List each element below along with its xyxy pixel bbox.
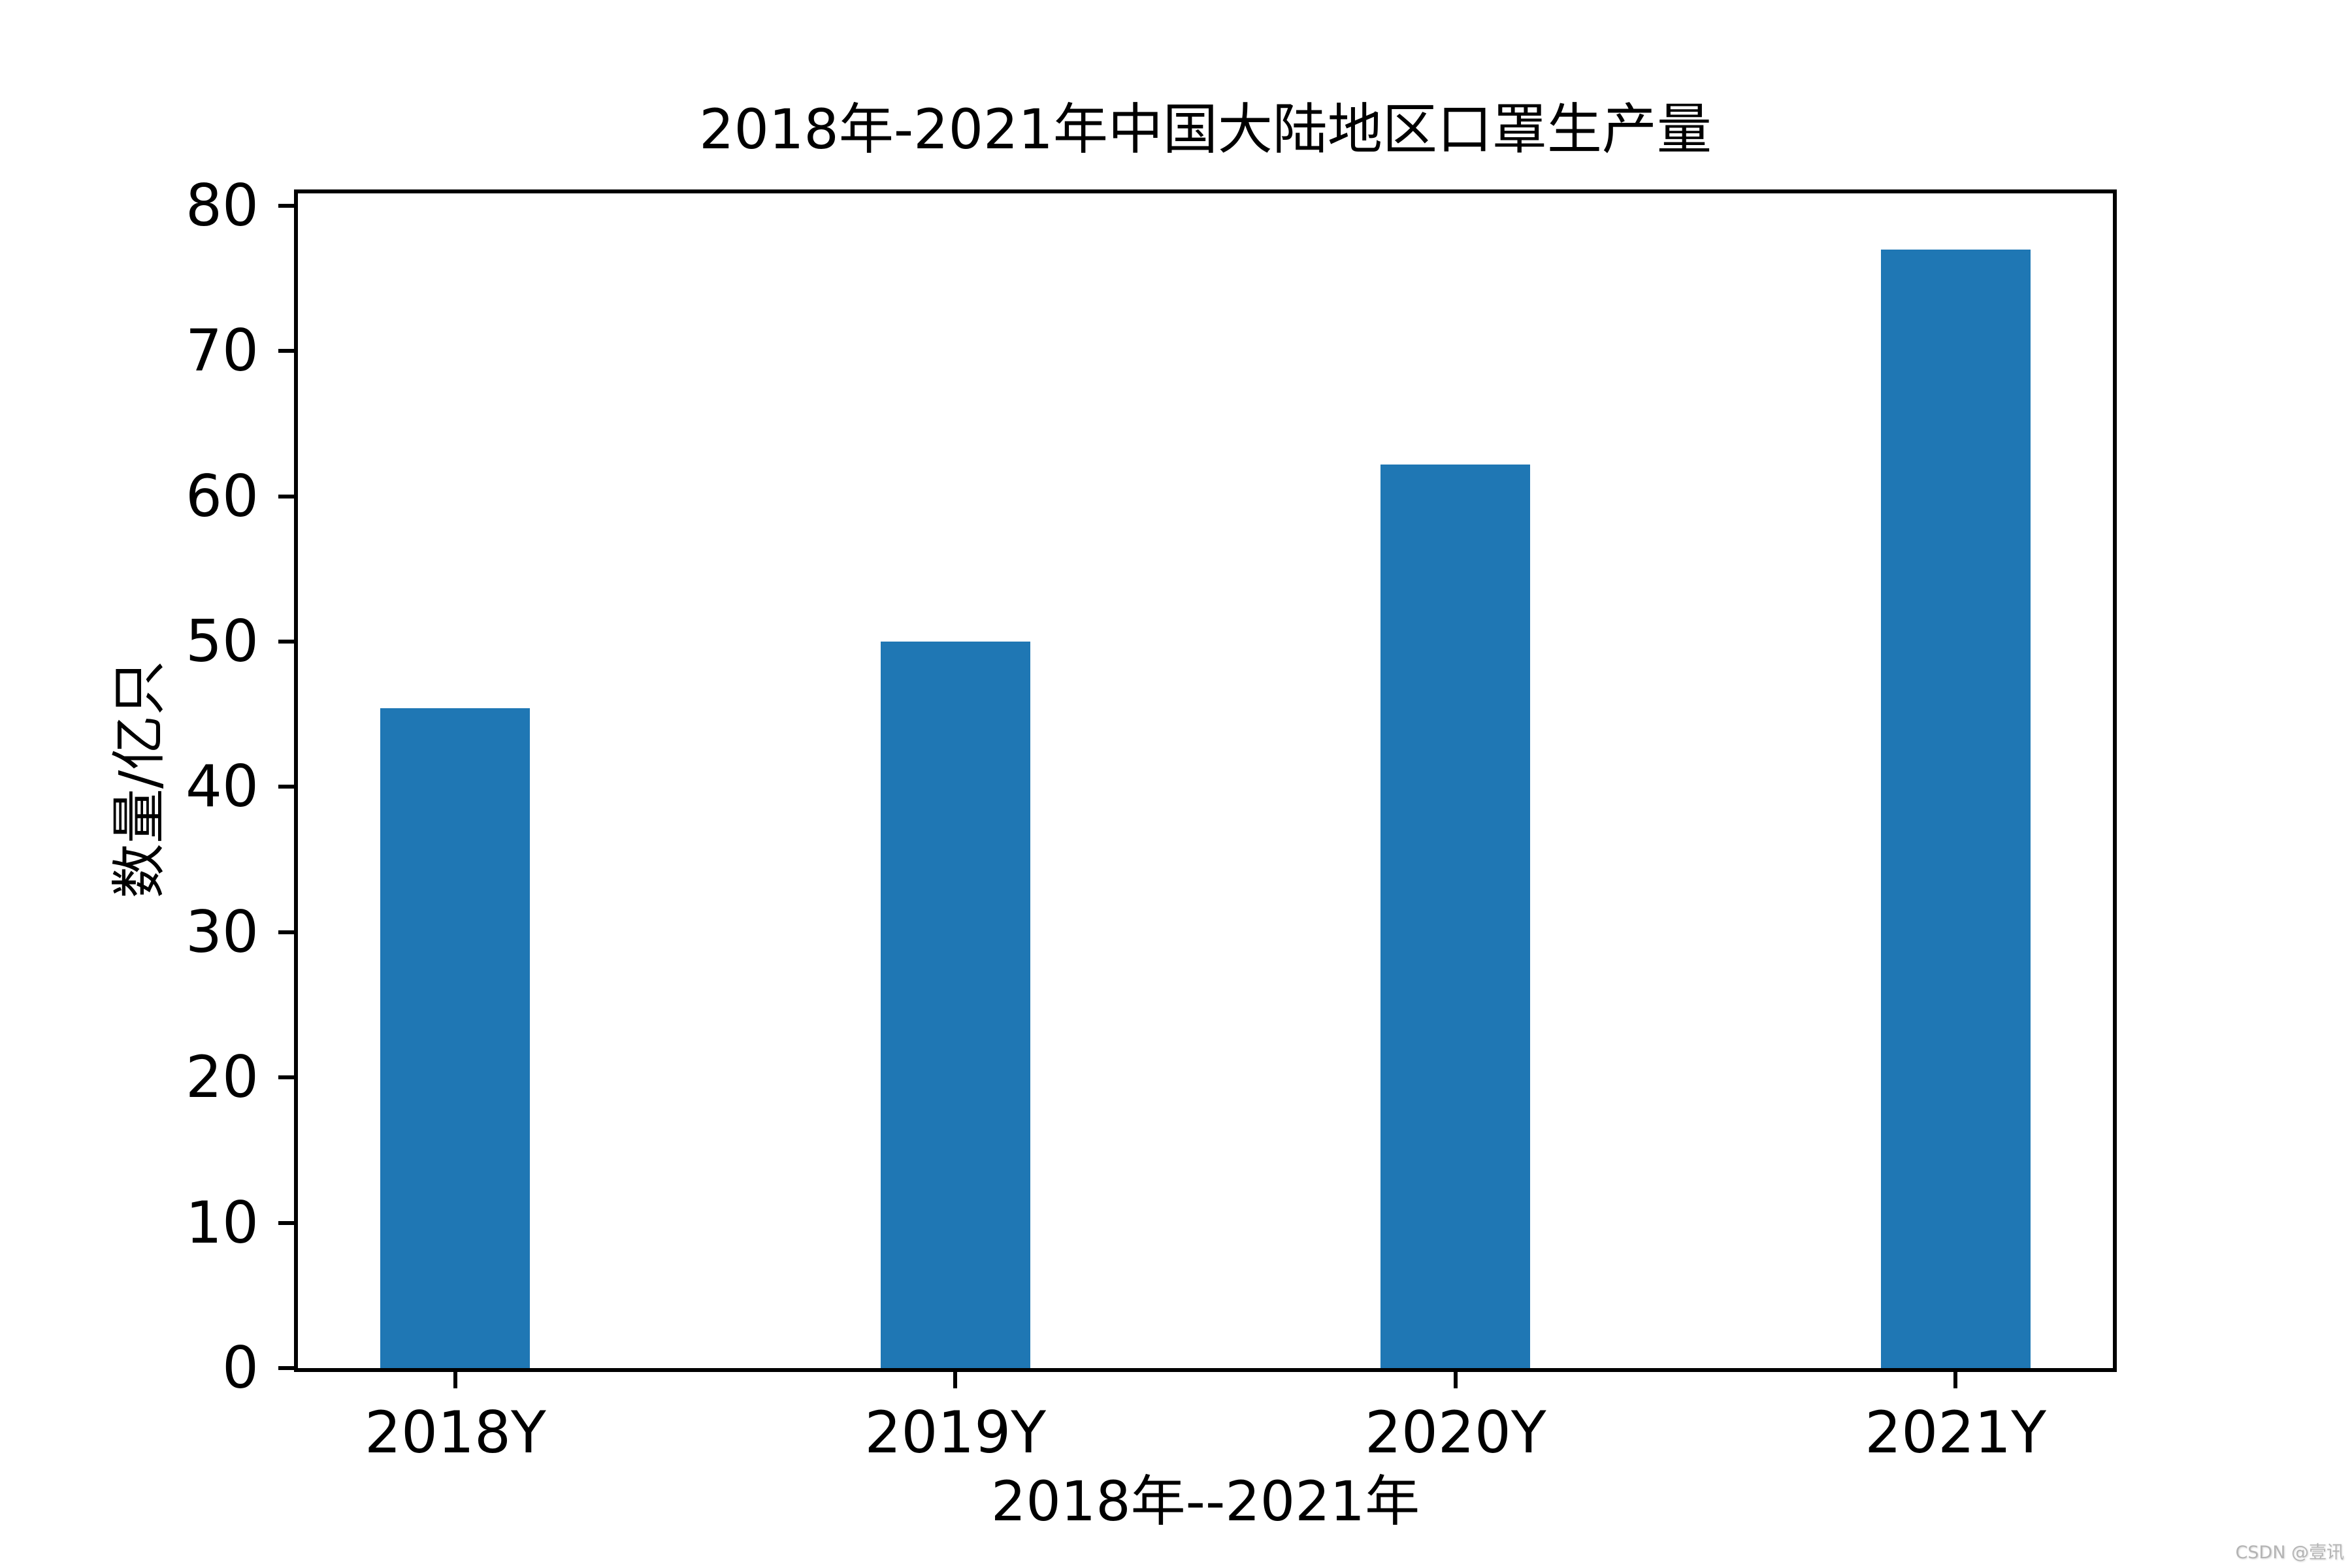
y-tick-label-40: 40 [186, 753, 259, 821]
x-tick-mark-2018Y [453, 1368, 457, 1388]
bar-2020Y [1380, 464, 1531, 1368]
chart-title: 2018年-2021年中国大陆地区口罩生产量 [699, 97, 1712, 161]
x-tick-label-2019Y: 2019Y [864, 1399, 1047, 1466]
watermark: CSDN @壹讯 [2235, 1543, 2344, 1563]
y-tick-label-50: 50 [186, 608, 259, 676]
x-axis-label: 2018年--2021年 [990, 1469, 1420, 1533]
x-tick-mark-2019Y [953, 1368, 958, 1388]
y-tick-mark-0 [278, 1366, 298, 1370]
y-tick-mark-50 [278, 640, 298, 644]
y-tick-mark-30 [278, 930, 298, 934]
y-tick-label-10: 10 [186, 1188, 259, 1256]
x-tick-mark-2020Y [1453, 1368, 1458, 1388]
y-tick-mark-10 [278, 1220, 298, 1225]
y-tick-label-60: 60 [186, 462, 259, 530]
bar-2021Y [1880, 249, 2031, 1368]
bar-2019Y [880, 642, 1030, 1368]
x-tick-label-2018Y: 2018Y [364, 1399, 546, 1466]
plot-area: 0 10 20 30 40 50 60 70 80 2018Y 2019Y 2020Y 2021Y [186, 176, 2117, 1466]
y-tick-mark-40 [278, 785, 298, 789]
y-tick-label-20: 20 [186, 1043, 259, 1111]
y-tick-mark-70 [278, 349, 298, 353]
bar-2018Y [380, 708, 531, 1368]
y-tick-mark-80 [278, 203, 298, 208]
y-tick-label-80: 80 [186, 171, 259, 239]
x-tick-label-2021Y: 2021Y [1865, 1399, 2046, 1466]
y-tick-mark-60 [278, 494, 298, 498]
y-tick-mark-20 [278, 1075, 298, 1080]
y-axis-label: 数量/亿只 [107, 660, 171, 899]
x-tick-label-2020Y: 2020Y [1364, 1399, 1546, 1466]
y-tick-label-30: 30 [186, 898, 259, 966]
y-tick-label-70: 70 [186, 317, 259, 385]
y-tick-label-0: 0 [222, 1334, 259, 1401]
x-tick-mark-2021Y [1953, 1368, 1958, 1388]
